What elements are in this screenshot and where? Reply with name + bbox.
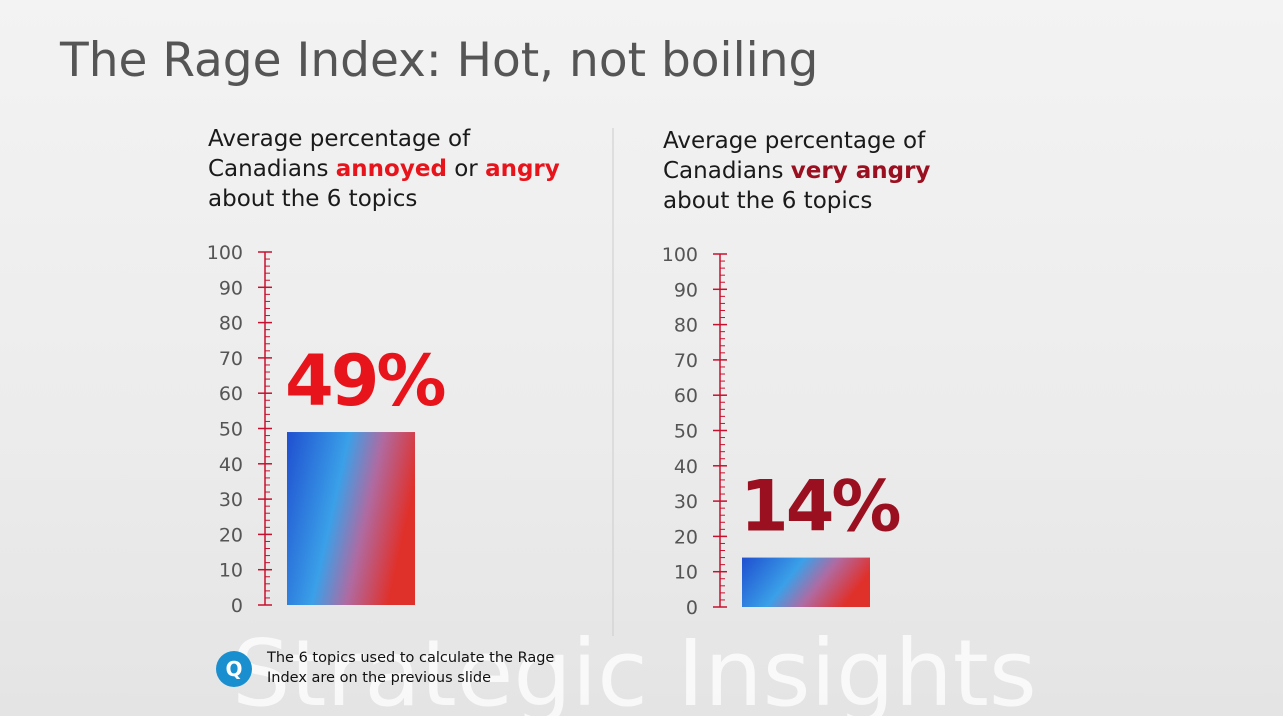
value-label: 49% <box>285 340 444 422</box>
y-tick-label: 30 <box>219 489 243 511</box>
chart-subtitle: Average percentage of Canadians very ang… <box>663 126 930 216</box>
subtitle-part: about the 6 topics <box>208 186 418 212</box>
chart-subtitle: Average percentage of Canadians annoyed … <box>208 124 560 214</box>
y-tick-label: 60 <box>674 385 698 407</box>
y-tick-label: 20 <box>674 526 698 548</box>
y-tick-label: 50 <box>674 421 698 443</box>
y-tick-label: 0 <box>686 597 698 619</box>
subtitle-part: angry <box>485 156 560 182</box>
y-tick-label: 70 <box>674 350 698 372</box>
subtitle-part: very angry <box>790 158 931 184</box>
watermark: Strategic Insights <box>232 620 1037 716</box>
footnote-icon <box>216 651 252 687</box>
y-tick-label: 20 <box>219 524 243 546</box>
y-tick-label: 100 <box>207 242 243 264</box>
y-tick-label: 40 <box>674 456 698 478</box>
subtitle-part: or <box>446 156 486 182</box>
y-tick-label: 100 <box>662 244 698 266</box>
y-tick-label: 80 <box>219 313 243 335</box>
footnote: The 6 topics used to calculate the Rage … <box>267 650 555 686</box>
subtitle-part: Average percentage of Canadians <box>208 126 471 182</box>
bar <box>742 557 870 607</box>
y-tick-label: 90 <box>219 277 243 299</box>
bar <box>287 432 415 605</box>
y-tick-label: 0 <box>231 595 243 617</box>
y-tick-label: 10 <box>674 562 698 584</box>
y-tick-label: 70 <box>219 348 243 370</box>
subtitle-part: Average percentage of Canadians <box>663 128 926 184</box>
y-tick-label: 10 <box>219 560 243 582</box>
y-tick-label: 60 <box>219 383 243 405</box>
subtitle-part: annoyed <box>335 156 447 182</box>
slide-title: The Rage Index: Hot, not boiling <box>59 33 818 88</box>
y-tick-label: 30 <box>674 491 698 513</box>
subtitle-part: about the 6 topics <box>663 188 873 214</box>
y-tick-label: 40 <box>219 454 243 476</box>
y-tick-label: 80 <box>674 315 698 337</box>
y-tick-label: 90 <box>674 279 698 301</box>
footnote-icon-letter: Q <box>225 657 242 681</box>
value-label: 14% <box>740 466 899 548</box>
y-tick-label: 50 <box>219 419 243 441</box>
